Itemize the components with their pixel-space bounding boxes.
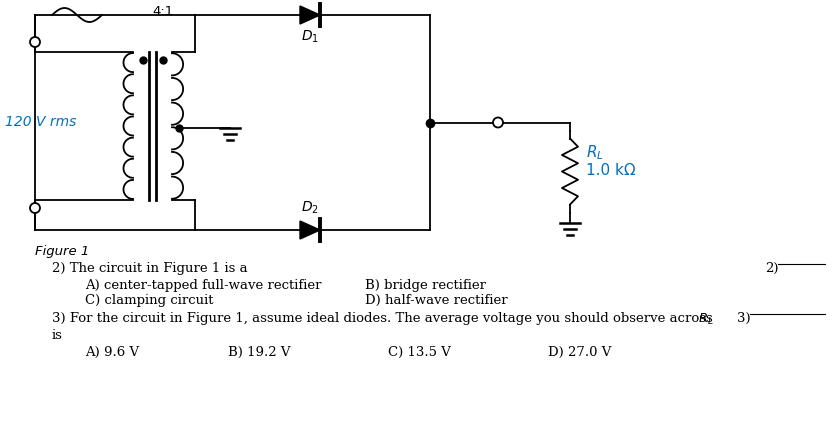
Text: 4:1: 4:1 [152, 5, 174, 18]
Text: 120 V rms: 120 V rms [5, 115, 77, 129]
Text: is: is [52, 329, 63, 342]
Circle shape [30, 203, 40, 213]
Text: 2): 2) [765, 262, 779, 275]
Polygon shape [300, 221, 320, 239]
Text: $R_L$: $R_L$ [586, 143, 604, 162]
Text: $D_1$: $D_1$ [301, 29, 319, 45]
Text: B) 19.2 V: B) 19.2 V [228, 346, 290, 359]
Text: C) clamping circuit: C) clamping circuit [85, 294, 214, 307]
Text: 2) The circuit in Figure 1 is a: 2) The circuit in Figure 1 is a [52, 262, 248, 275]
Text: C) 13.5 V: C) 13.5 V [388, 346, 451, 359]
Text: $R_L$: $R_L$ [698, 312, 714, 327]
Text: Figure 1: Figure 1 [35, 245, 89, 258]
Text: 3) For the circuit in Figure 1, assume ideal diodes. The average voltage you sho: 3) For the circuit in Figure 1, assume i… [52, 312, 713, 325]
Text: B) bridge rectifier: B) bridge rectifier [365, 279, 486, 292]
Text: D) 27.0 V: D) 27.0 V [548, 346, 612, 359]
Text: A) 9.6 V: A) 9.6 V [85, 346, 139, 359]
Text: 3): 3) [737, 312, 750, 325]
Text: D) half-wave rectifier: D) half-wave rectifier [365, 294, 508, 307]
Text: 1.0 kΩ: 1.0 kΩ [586, 163, 636, 178]
Text: $D_2$: $D_2$ [301, 200, 319, 216]
Text: A) center-tapped full-wave rectifier: A) center-tapped full-wave rectifier [85, 279, 321, 292]
Polygon shape [300, 6, 320, 24]
Circle shape [30, 37, 40, 47]
Circle shape [493, 118, 503, 127]
